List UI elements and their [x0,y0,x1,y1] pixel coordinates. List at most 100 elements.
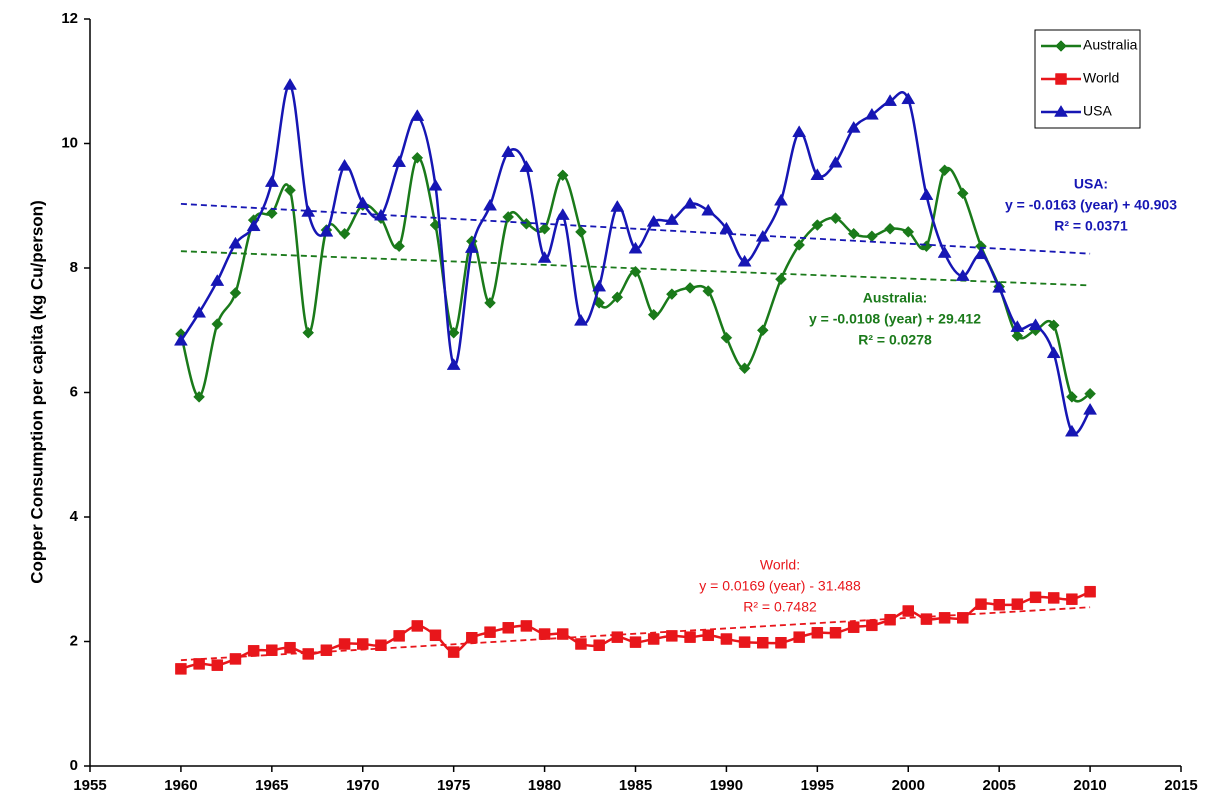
x-tick-label: 2010 [1073,777,1106,794]
x-tick-label: 1960 [164,777,197,794]
marker [393,240,405,253]
marker [484,297,496,309]
x-tick-label: 1975 [437,777,470,794]
x-tick-label: 1990 [710,777,743,794]
marker [647,308,660,321]
marker [757,636,769,649]
marker [502,211,515,223]
marker [666,630,678,642]
marker [792,125,807,138]
marker [411,151,424,164]
x-tick-label: 2015 [1164,777,1197,794]
marker [338,227,351,240]
marker [846,120,861,133]
marker [283,77,297,90]
marker [246,219,261,232]
marker [1029,591,1042,604]
trend-annotation: R² = 0.0371 [1054,218,1128,234]
marker [175,663,187,675]
marker [1011,598,1024,610]
y-tick-label: 6 [70,383,78,400]
marker [466,632,478,644]
marker [555,208,570,220]
marker [375,639,387,651]
marker [775,273,787,286]
x-tick-label: 1995 [801,777,834,794]
marker [902,605,914,617]
marker [357,638,369,650]
marker [1046,346,1061,359]
marker [828,155,843,168]
marker [793,239,806,251]
marker [793,631,805,643]
marker [447,646,460,658]
marker [229,653,242,665]
x-tick-label: 1955 [73,777,106,794]
marker [701,203,716,216]
marker [1011,329,1024,342]
marker [938,612,951,624]
y-axis-label: Copper Consumption per capita (kg Cu/per… [27,200,46,583]
marker [884,613,896,626]
marker [866,619,878,632]
trend-annotation: y = 0.0169 (year) - 31.488 [699,578,861,594]
y-tick-label: 2 [70,632,78,649]
marker [484,626,496,638]
marker [575,638,587,650]
marker [919,188,934,200]
marker [629,636,642,648]
y-tick-label: 10 [61,134,78,151]
marker [720,331,733,344]
marker [264,175,279,187]
marker [501,145,516,157]
marker [355,196,370,209]
marker [211,659,224,671]
trend-line [180,606,1091,662]
marker [557,628,569,640]
marker [957,612,969,624]
legend-label: World [1083,70,1119,86]
marker [646,214,661,227]
marker [847,227,860,240]
marker [738,362,751,375]
marker [483,198,497,211]
marker [519,160,534,172]
marker [611,291,624,304]
marker [610,200,625,212]
marker [266,644,278,656]
marker [628,241,643,254]
marker [864,107,879,120]
marker [829,627,842,639]
marker [666,288,678,300]
marker [302,326,315,339]
marker [866,230,878,243]
x-tick-label: 1985 [619,777,652,794]
marker [756,324,769,337]
marker [684,631,696,643]
marker [883,94,898,106]
marker [502,622,514,634]
marker [338,638,351,650]
marker [337,158,352,171]
marker [593,639,605,651]
marker [902,226,915,238]
marker [320,644,333,656]
marker [755,229,770,242]
marker [1066,391,1078,403]
marker [302,648,314,660]
marker [392,155,407,167]
marker [938,164,951,177]
marker [193,391,205,403]
marker [664,213,679,225]
marker [193,658,205,670]
y-tick-label: 8 [70,259,78,276]
marker [192,305,207,318]
marker [829,212,842,225]
marker [301,204,316,217]
marker [937,246,952,258]
marker [720,633,733,645]
marker [810,168,825,180]
x-tick-label: 1965 [255,777,288,794]
marker [211,318,224,330]
marker [629,265,642,278]
